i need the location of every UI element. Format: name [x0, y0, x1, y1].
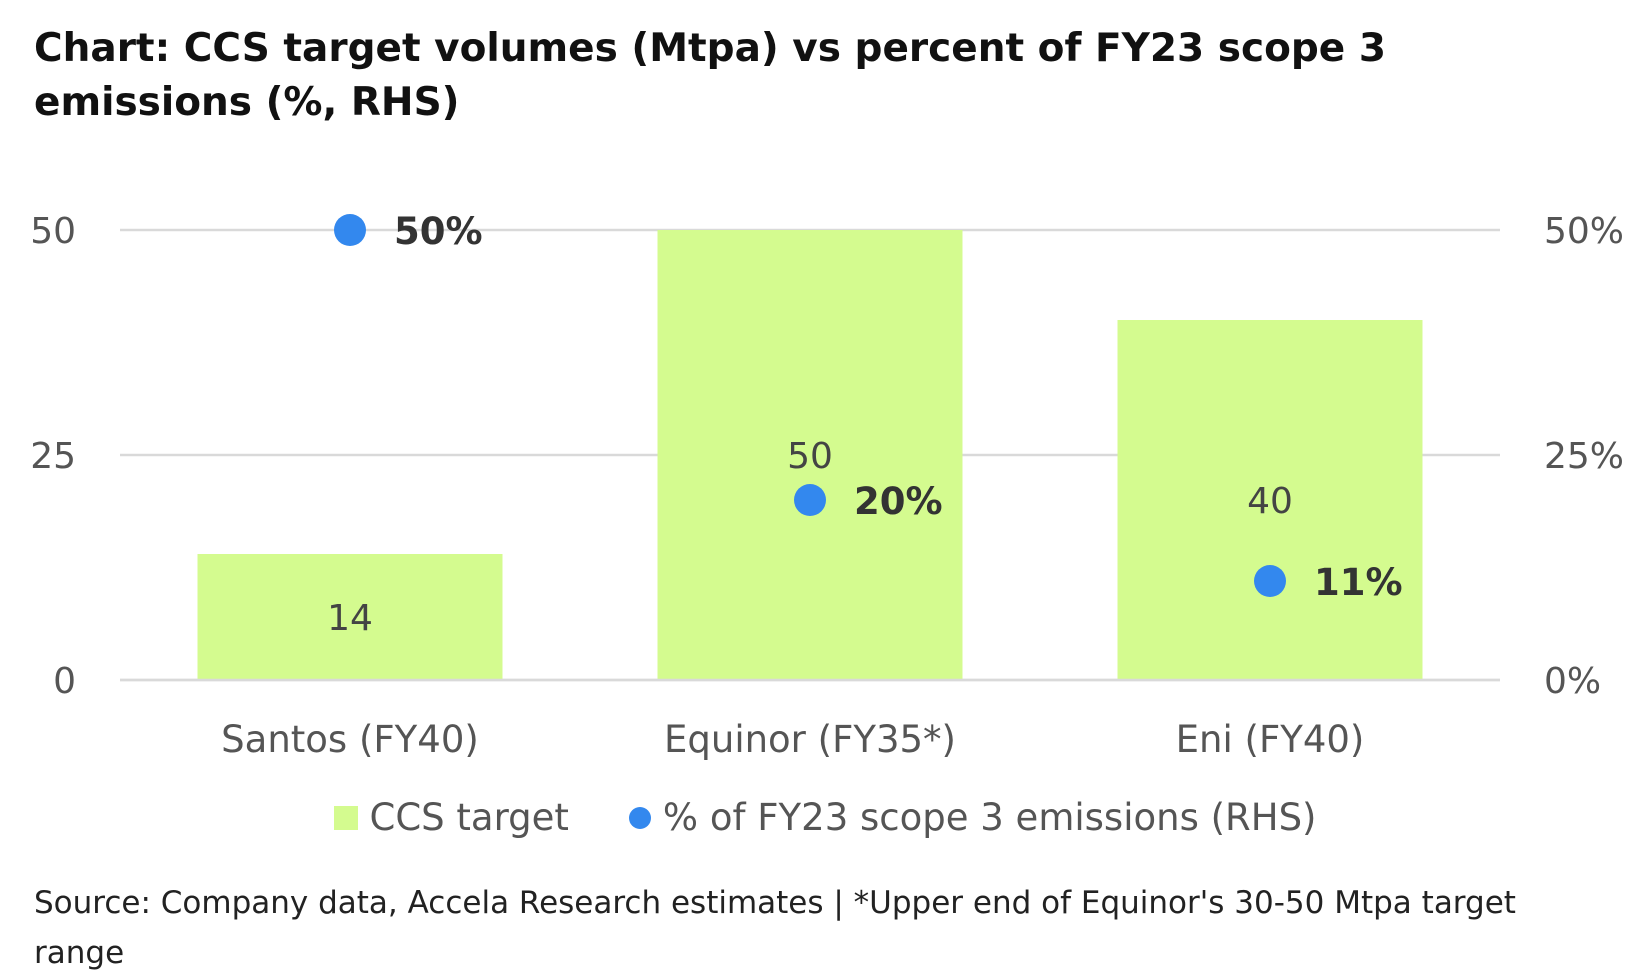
bar-data-label: 14: [327, 598, 373, 639]
bar: [197, 554, 503, 680]
legend-label-ccs-target: CCS target: [369, 796, 569, 839]
legend-swatch-bar: [333, 805, 358, 830]
point-data-label: 11%: [1314, 561, 1403, 604]
chart-title: Chart: CCS target volumes (Mtpa) vs perc…: [34, 26, 1386, 125]
scatter-point: [794, 484, 826, 516]
y-right-tick-label: 25%: [1544, 436, 1624, 477]
bar-data-label: 50: [787, 436, 833, 477]
point-data-label: 50%: [394, 210, 483, 253]
bar: [1117, 320, 1423, 680]
y-left-tick-label: 50: [30, 211, 76, 252]
point-data-label: 20%: [854, 480, 943, 523]
scatter-point: [1254, 565, 1286, 597]
y-left-tick-label: 0: [53, 661, 76, 702]
x-tick-label: Equinor (FY35*): [664, 718, 956, 761]
chart-legend: CCS target % of FY23 scope 3 emissions (…: [0, 796, 1650, 839]
source-note: Source: Company data, Accela Research es…: [34, 885, 1516, 971]
x-tick-label: Santos (FY40): [221, 718, 479, 761]
legend-item-ccs-target: CCS target: [333, 796, 569, 839]
legend-item-scope3: % of FY23 scope 3 emissions (RHS): [628, 796, 1317, 839]
legend-label-scope3: % of FY23 scope 3 emissions (RHS): [662, 796, 1317, 839]
chart-plot: 0 25 50 0% 25% 50% 14 50 40 50% 20% 11% Santos (FY40…: [30, 210, 1624, 761]
y-right-tick-label: 0%: [1544, 661, 1601, 702]
y-left-tick-label: 25: [30, 436, 76, 477]
bar: [657, 230, 963, 680]
legend-swatch-dot: [628, 806, 651, 829]
x-tick-label: Eni (FY40): [1176, 718, 1365, 761]
scatter-point: [334, 214, 366, 246]
bar-data-label: 40: [1247, 481, 1293, 522]
y-right-tick-label: 50%: [1544, 211, 1624, 252]
